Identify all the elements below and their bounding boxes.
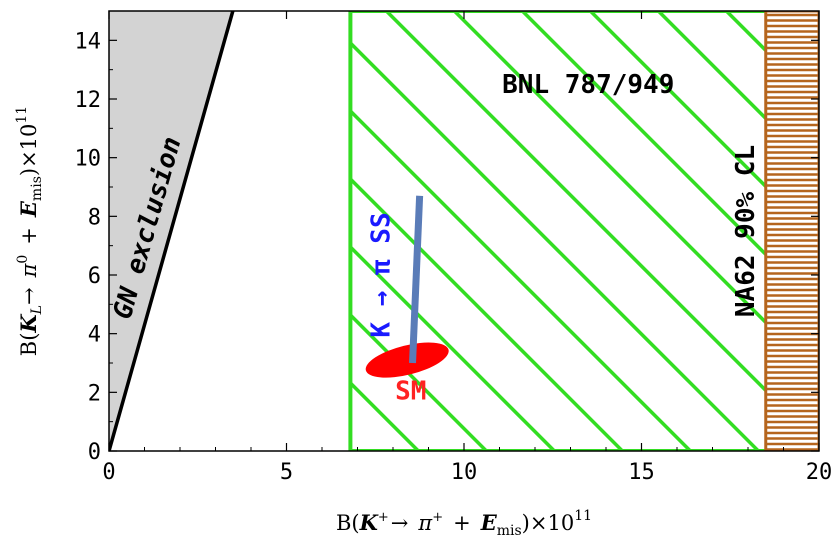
na62-label: NA62 90% CL (731, 145, 761, 317)
y-axis-label: B(KL→π0+Emis)×1011 (14, 106, 45, 356)
y-tick-label: 4 (88, 323, 101, 348)
na62-region-border (764, 11, 819, 451)
na62-region-fill (765, 11, 819, 451)
bnl-hatch-line (521, 11, 819, 311)
bnl-region-border (348, 11, 819, 451)
bnl-hatch-line (350, 312, 488, 451)
y-tick-label: 6 (88, 264, 101, 289)
bnl-hatch-line (385, 11, 819, 447)
bnl-hatch-lines (350, 11, 819, 451)
y-tick-label: 14 (75, 29, 102, 54)
na62-region (764, 11, 819, 451)
x-tick-label: 5 (280, 460, 293, 485)
x-tick-label: 0 (102, 460, 115, 485)
gn-boundary-line (109, 11, 235, 451)
bnl-hatch-line (350, 176, 624, 451)
k-pi-ss-line (409, 195, 424, 364)
bnl-787-949-region (348, 11, 819, 451)
na62-hatch-lines (765, 13, 819, 451)
x-tick-label: 20 (806, 460, 833, 485)
x-axis-label: B(K+→ π+ + Emis)×1011 (336, 508, 592, 536)
y-tick-label: 2 (88, 381, 101, 406)
bnl-hatch-line (350, 244, 556, 451)
plot-area: GN exclusion BNL 787/949 NA62 90% CL K →… (109, 11, 819, 451)
bnl-label: BNL 787/949 (502, 70, 674, 100)
y-tick-label: 10 (75, 147, 102, 172)
sm-point (365, 342, 449, 378)
bnl-hatch-line (350, 40, 760, 451)
bnl-hatch-line (657, 11, 819, 175)
y-tick-label: 0 (88, 440, 101, 465)
k-pi-ss-label: K → π SS (366, 212, 396, 337)
y-tick-label: 12 (75, 88, 102, 113)
y-axis-ticks: 0 2 4 6 8 10 12 14 (75, 29, 819, 465)
x-tick-label: 15 (628, 460, 655, 485)
x-tick-label: 10 (451, 460, 478, 485)
bnl-hatch-line (350, 108, 692, 451)
sm-label: SM (395, 376, 426, 406)
bnl-hatch-line (453, 11, 819, 379)
y-tick-label: 8 (88, 205, 101, 230)
x-axis-ticks: 0 5 10 15 20 (102, 11, 832, 485)
